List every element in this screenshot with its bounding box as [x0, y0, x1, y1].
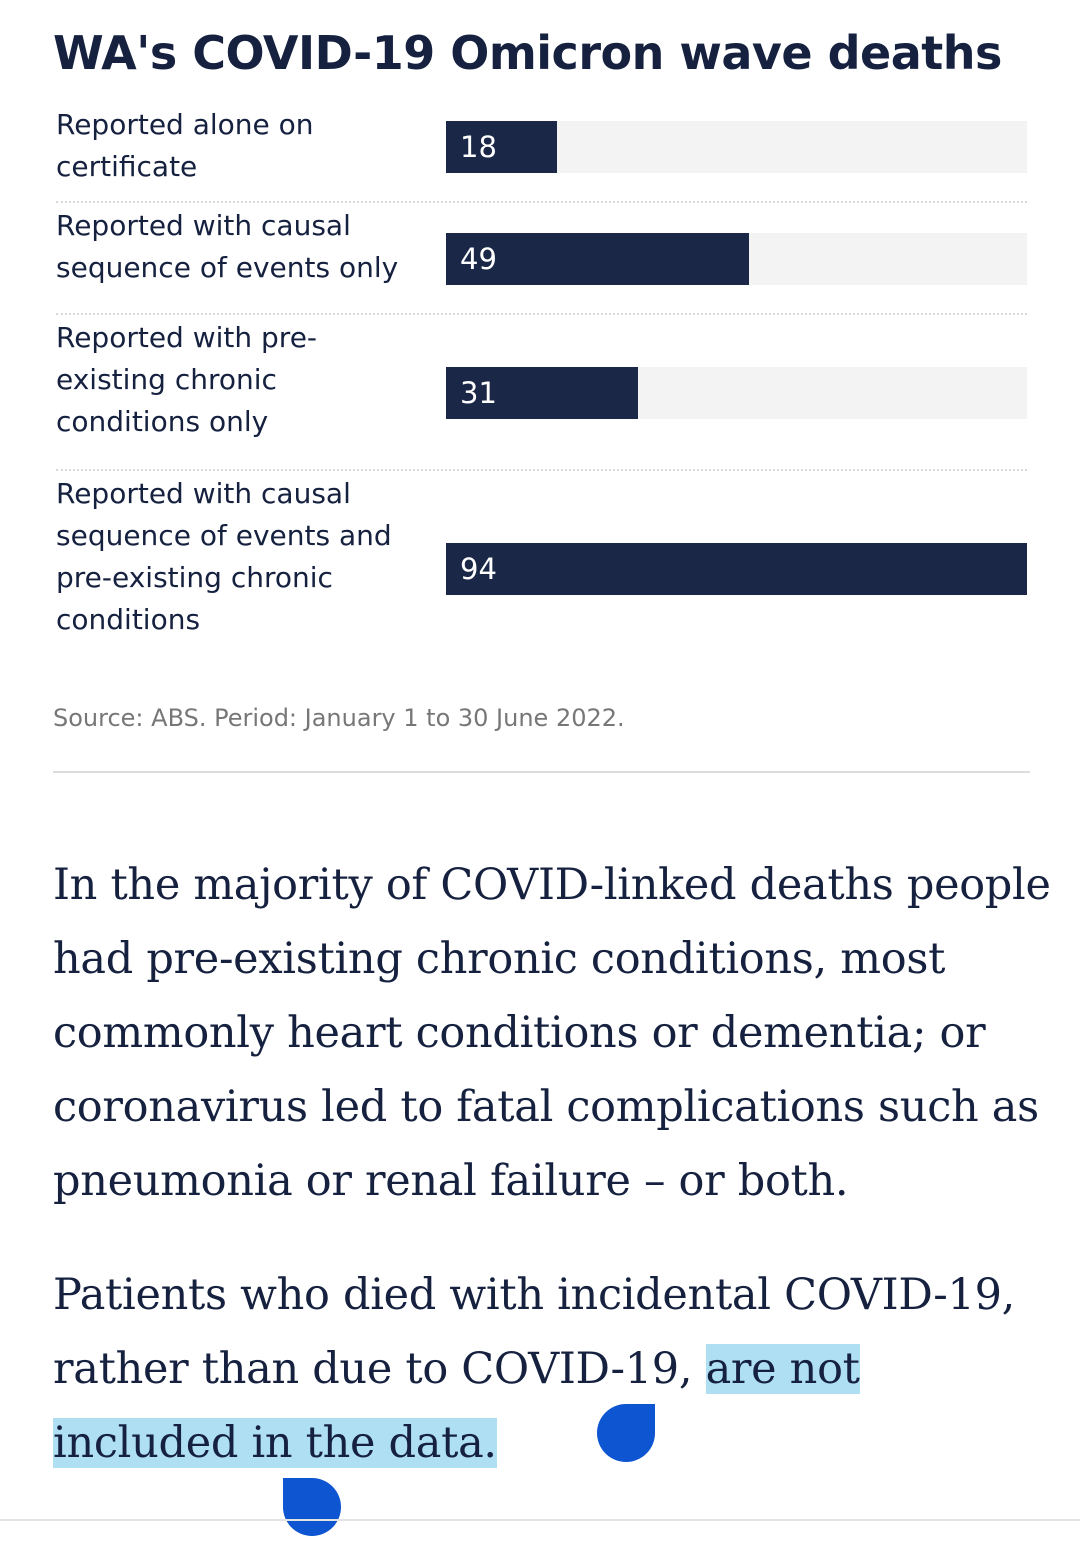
bottom-divider [0, 1519, 1080, 1521]
bar-track: 31 [446, 367, 1027, 419]
chart-title: WA's COVID-19 Omicron wave deaths [53, 26, 1002, 80]
bar-value-label: 31 [460, 376, 497, 410]
selection-end-handle[interactable] [283, 1478, 341, 1536]
bar [446, 121, 557, 173]
row-divider [56, 469, 1027, 471]
bar-value-label: 94 [460, 552, 497, 586]
category-label: Reported alone on certificate [56, 108, 314, 183]
category-label: Reported with causal sequence of events … [56, 477, 392, 636]
bar [446, 543, 1027, 595]
bar-row: Reported with pre-existing chronic condi… [56, 315, 1027, 471]
bar-track: 18 [446, 121, 1027, 173]
bar-track: 94 [446, 543, 1027, 595]
bar-track: 49 [446, 233, 1027, 285]
row-divider [56, 313, 1027, 315]
bar-value-label: 49 [460, 242, 497, 276]
article-paragraph: In the majority of COVID-linked deaths p… [53, 860, 1051, 1206]
category-label: Reported with pre-existing chronic condi… [56, 321, 318, 438]
bar [446, 367, 638, 419]
selection-start-handle[interactable] [597, 1404, 655, 1462]
row-divider [56, 201, 1027, 203]
article-paragraph-selected[interactable]: Patients who died with incidental COVID-… [53, 1258, 1053, 1480]
chart-source: Source: ABS. Period: January 1 to 30 Jun… [53, 704, 625, 732]
paragraph-text: Patients who died with incidental COVID-… [53, 1270, 1016, 1394]
section-divider [53, 771, 1030, 773]
bar-row: Reported with causal sequence of events … [56, 471, 1027, 671]
bar-row: Reported alone on certificate 18 [56, 104, 1027, 203]
category-label: Reported with causal sequence of events … [56, 209, 399, 284]
bar-row: Reported with causal sequence of events … [56, 203, 1027, 315]
bar [446, 233, 749, 285]
bar-value-label: 18 [460, 130, 497, 164]
